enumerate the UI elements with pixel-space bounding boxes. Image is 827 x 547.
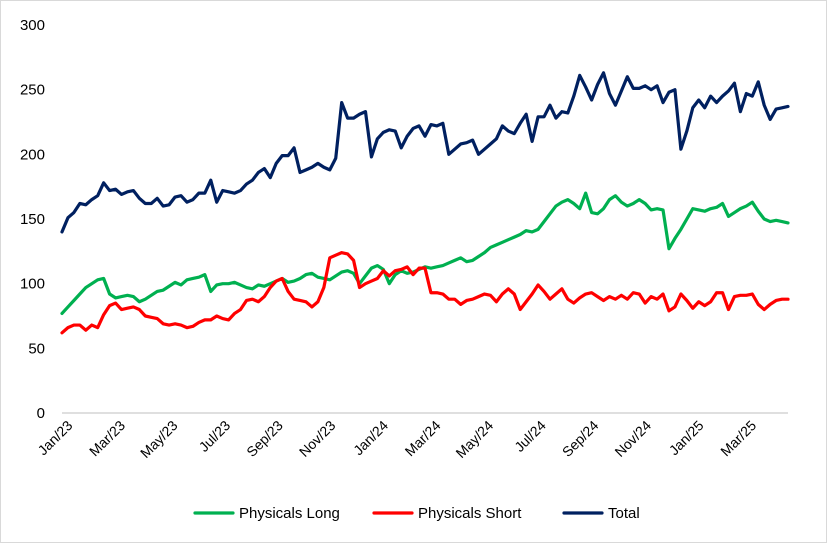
x-tick-label: May/24 — [452, 417, 496, 461]
legend-label: Physicals Long — [239, 505, 340, 522]
y-axis-tick-labels: 0 50 100 150 200 250 300 — [20, 17, 45, 422]
x-tick-label: May/23 — [137, 417, 181, 461]
y-tick-label: 150 — [20, 211, 45, 228]
series-line-total — [60, 71, 790, 234]
x-tick-label: Mar/25 — [717, 417, 759, 459]
y-tick-label: 300 — [20, 17, 45, 34]
y-tick-label: 250 — [20, 82, 45, 99]
x-tick-label: Jan/25 — [666, 417, 707, 458]
y-tick-label: 50 — [28, 340, 45, 357]
x-tick-label: Jan/23 — [34, 417, 75, 458]
x-tick-label: Jan/24 — [350, 417, 391, 458]
x-tick-label: Sep/24 — [559, 417, 602, 460]
y-tick-label: 100 — [20, 276, 45, 293]
x-tick-label: Sep/23 — [243, 417, 286, 460]
legend: Physicals Long Physicals Short Total — [193, 505, 640, 522]
series-lines — [60, 71, 790, 335]
x-tick-label: Mar/23 — [86, 417, 128, 459]
x-tick-label: Nov/23 — [296, 417, 339, 460]
series-line-physicals-short — [60, 251, 790, 335]
x-axis: Jan/23 Mar/23 May/23 Jul/23 Sep/23 Nov/23 Jan/… — [34, 412, 788, 461]
x-tick-label: Mar/24 — [402, 417, 444, 459]
y-tick-label: 200 — [20, 146, 45, 163]
x-tick-label: Jul/24 — [511, 417, 549, 455]
legend-label: Physicals Short — [418, 505, 522, 522]
x-tick-label: Nov/24 — [611, 417, 654, 460]
x-tick-label: Jul/23 — [196, 417, 234, 455]
legend-label: Total — [608, 505, 640, 522]
y-tick-label: 0 — [37, 405, 45, 422]
